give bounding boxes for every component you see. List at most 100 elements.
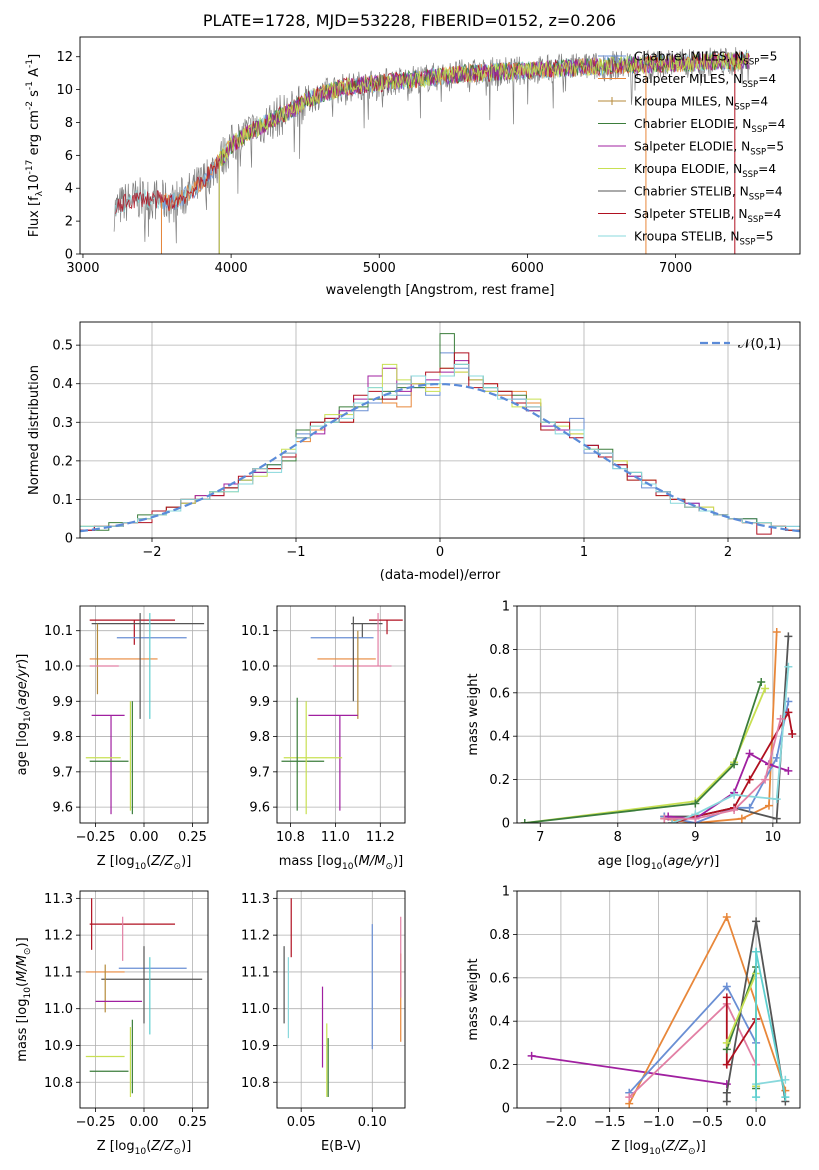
y-tick-label: 0.4 — [489, 1015, 510, 1030]
y-tick-label: 0 — [65, 532, 73, 547]
y-tick-label: 9.8 — [52, 730, 73, 745]
x-axis-label: Z [log10(Z/Z⊙)] — [97, 854, 192, 872]
y-tick-label: 9.6 — [249, 801, 270, 816]
y-tick-label: 10.0 — [241, 659, 270, 674]
y-tick-label: 0.6 — [489, 971, 510, 986]
y-tick-label: 0.2 — [52, 454, 73, 469]
legend-marker — [608, 97, 616, 105]
plot-area — [527, 913, 790, 1108]
x-axis-label: age [log10(age/yr)] — [598, 854, 720, 872]
x-tick-label: 10.8 — [276, 830, 305, 845]
axes-weight_vs_age: 7 8 9 10 0 0.2 0.4 0.6 0.8 1 age [log10(age/yr)] ma… — [466, 600, 801, 872]
plot-area — [85, 898, 203, 1097]
weight-marker — [784, 708, 793, 717]
weight-marker — [752, 947, 761, 956]
legend-label: Salpeter ELODIE, NSSP=5 — [634, 140, 784, 158]
weight-series-line — [524, 681, 763, 823]
legend: Chabrier MILES, NSSP=5 Salpeter MILES, NS… — [598, 50, 786, 248]
y-tick-label: 9.7 — [249, 765, 270, 780]
y-tick-label: 11.0 — [241, 1002, 270, 1017]
axes-frame — [79, 321, 801, 539]
x-tick-label: −0.5 — [692, 1115, 724, 1130]
weight-marker — [722, 913, 731, 922]
y-axis-label: age [log10(age/yr)] — [15, 654, 33, 776]
errorbar-point — [369, 619, 403, 635]
weight-series-line — [664, 631, 778, 823]
weight-marker — [761, 775, 770, 784]
x-tick-label: 8 — [614, 830, 622, 845]
weight-series-line — [628, 984, 757, 1094]
weight-marker — [784, 662, 793, 671]
x-axis-label: Z [log10(Z/Z⊙)] — [611, 1139, 706, 1157]
x-tick-label: 5000 — [363, 261, 396, 276]
legend-label: Kroupa ELODIE, NSSP=4 — [634, 162, 776, 180]
y-tick-label: 0.2 — [489, 1058, 510, 1073]
plot-area — [80, 333, 800, 538]
axes-frame — [276, 605, 406, 824]
y-tick-label: 10.9 — [44, 1039, 73, 1054]
legend-label: 𝒩(0,1) — [738, 337, 781, 352]
axes-frame — [79, 605, 209, 824]
model-spectrum-line — [218, 52, 750, 167]
weight-marker — [784, 632, 793, 641]
y-tick-label: 0 — [502, 1102, 510, 1117]
x-tick-label: −2 — [142, 545, 161, 560]
y-tick-label: 9.7 — [52, 765, 73, 780]
y-tick-label: 10.0 — [44, 659, 73, 674]
y-tick-label: 0.4 — [52, 377, 73, 392]
y-axis-label: Flux [fλ10-17 erg cm-2 s-1 A-1] — [25, 54, 45, 237]
axes-residuals: −2 −1 0 1 2 0 0.1 0.2 0.3 0.4 0.5 (data-model)/erro… — [27, 321, 801, 583]
y-tick-label: 9.9 — [52, 695, 73, 710]
x-axis-label: wavelength [Angstrom, rest frame] — [326, 283, 555, 298]
axes-frame — [79, 890, 209, 1109]
errorbar-point — [91, 714, 125, 815]
plot-area — [113, 47, 750, 254]
y-tick-label: 0.8 — [489, 928, 510, 943]
weight-marker — [722, 982, 731, 991]
weight-marker — [722, 1088, 731, 1097]
y-tick-label: 0.8 — [489, 643, 510, 658]
weight-marker — [722, 1080, 731, 1089]
plot-area — [283, 898, 402, 1097]
x-tick-label: 9 — [691, 830, 699, 845]
x-tick-label: 4000 — [215, 261, 248, 276]
weight-marker — [772, 814, 781, 823]
y-tick-label: 11.2 — [241, 929, 270, 944]
weight-marker — [625, 1093, 634, 1102]
x-tick-label: 0 — [436, 545, 444, 560]
weight-marker — [776, 714, 785, 723]
x-tick-label: 6000 — [511, 261, 544, 276]
legend-label: Chabrier ELODIE, NSSP=4 — [634, 117, 786, 135]
y-tick-label: 9.9 — [249, 695, 270, 710]
weight-marker — [752, 1093, 761, 1102]
model-spectrum-line — [218, 52, 750, 166]
axes-mass_vs_Z: −0.25 0.00 0.25 10.8 10.9 11.0 11.1 11.2 11.3 Z [… — [15, 890, 209, 1157]
y-tick-label: 8 — [65, 116, 73, 131]
errorbar-point — [351, 623, 383, 638]
x-tick-label: 2 — [724, 545, 732, 560]
x-tick-label: −0.25 — [76, 830, 116, 845]
x-tick-label: −1.5 — [594, 1115, 626, 1130]
y-axis-label: Normed distribution — [27, 365, 42, 495]
axes-age_vs_Z: −0.25 0.00 0.25 9.6 9.7 9.8 9.9 10.0 10.1 Z [log1… — [15, 605, 209, 872]
y-axis-label: mass [log10(M/M⊙)] — [15, 937, 33, 1061]
weight-marker — [745, 749, 754, 758]
y-tick-label: 10.1 — [44, 624, 73, 639]
axes-weight_vs_Z: −2.0 −1.5 −1.0 −0.5 0.0 0 0.2 0.4 0.6 0.8 1 Z [log1… — [466, 885, 801, 1157]
x-tick-label: 3000 — [66, 261, 99, 276]
y-tick-label: 10 — [56, 83, 73, 98]
x-tick-label: 11.2 — [366, 830, 395, 845]
x-axis-label: (data-model)/error — [380, 568, 501, 583]
y-axis-label: mass weight — [466, 958, 481, 1040]
x-tick-label: 7 — [536, 830, 544, 845]
legend-label: Chabrier STELIB, NSSP=4 — [634, 185, 783, 203]
errorbar-point — [333, 613, 392, 667]
weight-marker — [668, 819, 677, 823]
x-tick-label: 0.00 — [130, 1115, 159, 1130]
plot-area — [520, 628, 797, 823]
y-tick-label: 11.3 — [241, 892, 270, 907]
axes-frame — [516, 890, 801, 1109]
weight-marker — [691, 799, 700, 808]
axes-spectrum: 3000 4000 5000 6000 7000 0 2 4 6 8 10 12 wavelength … — [25, 36, 801, 298]
